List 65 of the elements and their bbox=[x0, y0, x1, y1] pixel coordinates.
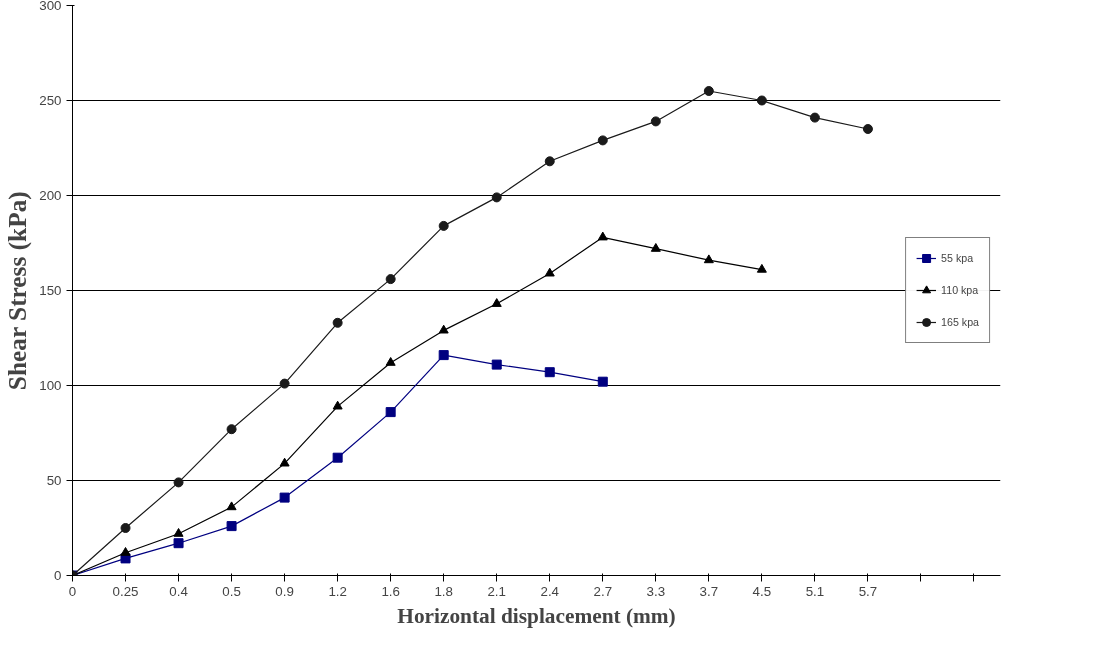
x-tick-label: 1.2 bbox=[328, 583, 347, 599]
x-tick-label: 1.6 bbox=[381, 583, 400, 599]
y-tick-label: 50 bbox=[46, 473, 62, 488]
point bbox=[173, 477, 184, 488]
point bbox=[173, 528, 184, 537]
y-tick-label: 250 bbox=[39, 93, 62, 108]
x-tick-label: 2.7 bbox=[593, 583, 613, 599]
legend-label: 55 kpa bbox=[941, 252, 974, 264]
point bbox=[332, 452, 343, 463]
point bbox=[491, 192, 502, 203]
point bbox=[279, 492, 290, 503]
point bbox=[597, 135, 608, 146]
x-tick-label: 0.25 bbox=[112, 583, 139, 599]
point bbox=[544, 267, 555, 277]
point bbox=[756, 263, 767, 273]
legend-label: 165 kpa bbox=[941, 316, 979, 328]
y-tick-label: 150 bbox=[39, 283, 62, 298]
x-tick-label: 5.7 bbox=[858, 583, 878, 599]
x-tick-label: 2.4 bbox=[540, 583, 560, 599]
point bbox=[703, 86, 714, 96]
point bbox=[862, 124, 873, 134]
x-tick-label: 0.4 bbox=[169, 583, 189, 599]
y-tick-label: 0 bbox=[54, 568, 62, 583]
point bbox=[491, 298, 502, 307]
legend-label: 110 kpa bbox=[941, 284, 979, 296]
x-tick-label: 3.7 bbox=[699, 583, 719, 599]
point bbox=[226, 501, 237, 511]
point bbox=[544, 156, 555, 167]
x-tick-label: 5.1 bbox=[805, 583, 825, 599]
point bbox=[438, 350, 449, 361]
point bbox=[809, 112, 820, 123]
point bbox=[703, 254, 714, 264]
x-tick-label: 1.8 bbox=[434, 583, 453, 599]
point bbox=[438, 220, 449, 231]
point bbox=[491, 359, 502, 370]
point bbox=[385, 274, 396, 285]
point bbox=[385, 407, 396, 418]
x-axis-title: Horizontal displacement (mm) bbox=[397, 603, 676, 628]
y-tick-label: 200 bbox=[39, 188, 62, 203]
x-tick-label: 0.5 bbox=[222, 583, 241, 599]
point bbox=[544, 367, 555, 378]
point bbox=[756, 95, 767, 106]
point bbox=[597, 231, 608, 241]
point bbox=[279, 378, 290, 389]
point bbox=[226, 424, 237, 435]
point bbox=[279, 457, 290, 467]
point bbox=[332, 400, 343, 410]
x-tick-label: 2.1 bbox=[487, 583, 506, 599]
point bbox=[120, 523, 131, 533]
y-tick-label: 300 bbox=[39, 0, 62, 13]
y-axis-title: Shear Stress (kPa) bbox=[3, 191, 33, 391]
point bbox=[650, 116, 661, 127]
point bbox=[385, 357, 396, 366]
point bbox=[226, 521, 237, 532]
x-tick-label: 0.9 bbox=[275, 583, 294, 599]
y-tick-label: 100 bbox=[39, 378, 62, 393]
point bbox=[650, 243, 661, 252]
point bbox=[438, 324, 449, 334]
x-tick-label: 4.5 bbox=[752, 583, 772, 599]
x-tick-label: 0 bbox=[68, 583, 77, 599]
point bbox=[173, 538, 184, 549]
point bbox=[597, 376, 608, 387]
x-tick-label: 3.3 bbox=[646, 583, 666, 599]
point bbox=[332, 317, 343, 328]
point bbox=[120, 547, 131, 556]
